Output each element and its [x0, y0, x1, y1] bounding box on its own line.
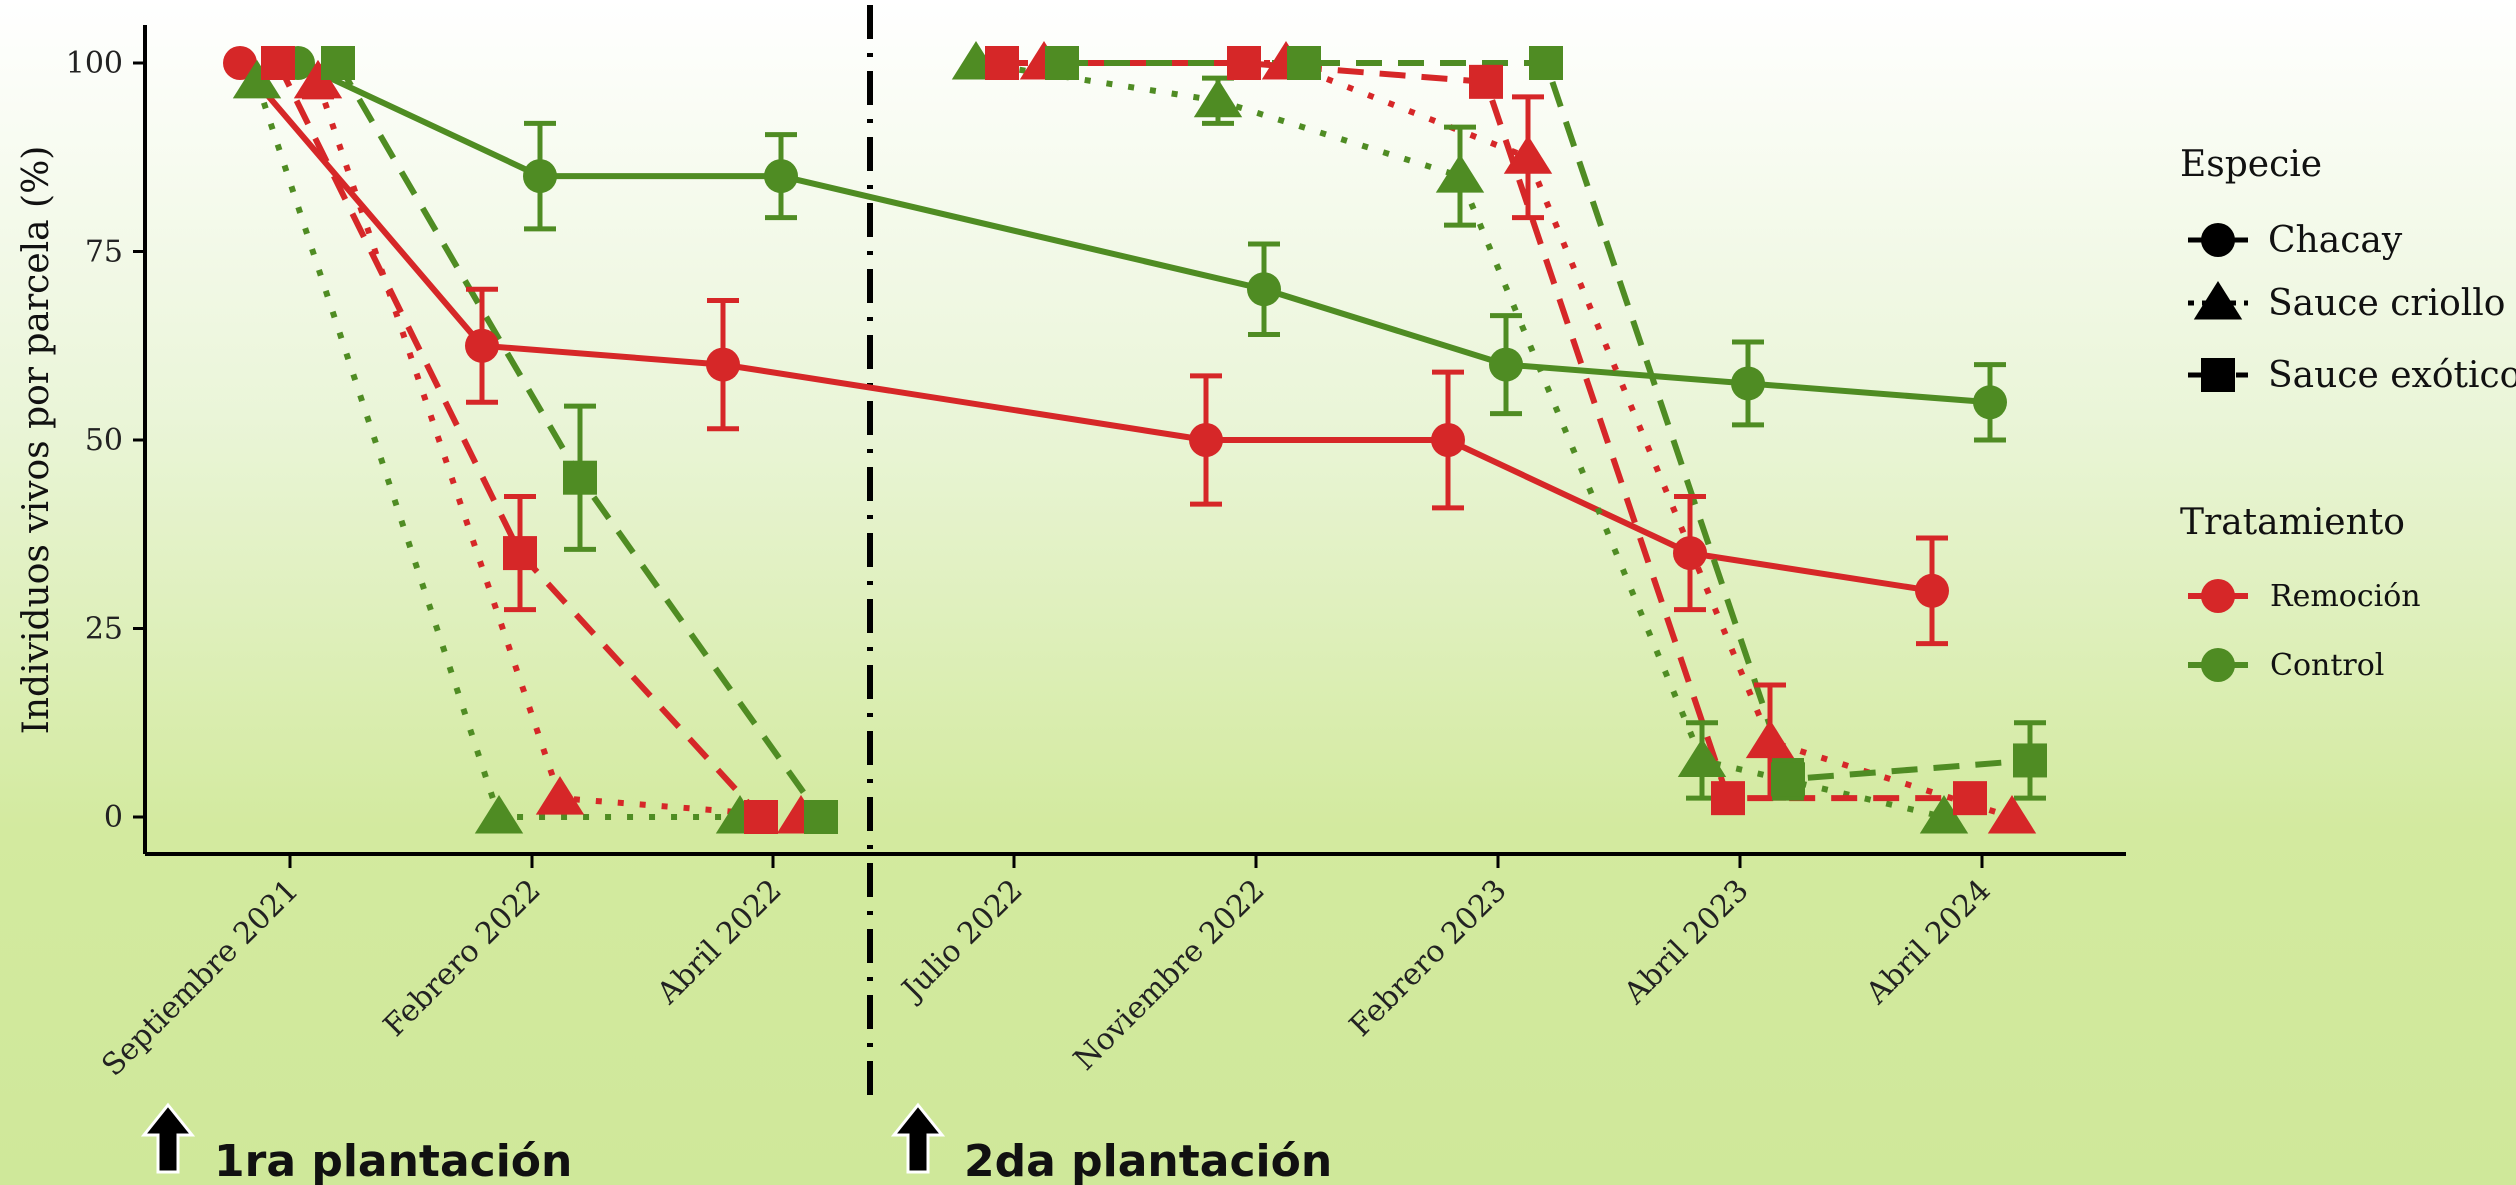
point-sauce-criollo-control	[232, 59, 282, 99]
legend-label-control: Control	[2270, 648, 2384, 683]
up-arrow-icon	[140, 1102, 196, 1174]
point-chacay-remocion	[1189, 423, 1223, 457]
point-sauce-criollo-remocion	[1503, 135, 1553, 174]
legend-key-square	[2201, 358, 2235, 392]
x-tick-label: Abril 2023	[1617, 873, 1756, 1012]
point-sauce-exotico-control	[2013, 743, 2047, 778]
point-chacay-remocion	[223, 46, 257, 80]
point-chacay-remocion	[706, 347, 740, 382]
point-sauce-exotico-control	[1771, 762, 1805, 797]
legend-title-especie: Especie	[2180, 144, 2322, 185]
up-arrow-icon	[890, 1102, 946, 1174]
point-sauce-exotico-control	[804, 800, 838, 834]
y-tick-label: 50	[85, 423, 123, 458]
point-sauce-criollo-remocion	[1987, 795, 2037, 834]
point-chacay-control	[1973, 385, 2007, 420]
x-tick-label: Febrero 2023	[1343, 873, 1514, 1044]
point-sauce-criollo-remocion	[293, 59, 343, 99]
legend-label-sauce-exotico: Sauce exótico	[2268, 355, 2516, 396]
annotation-2: 2da plantación	[964, 1136, 1332, 1185]
point-chacay-control	[1489, 347, 1523, 382]
point-sauce-exotico-remocion	[261, 46, 295, 80]
legend: Especie Chacay Sauce criollo Sauce exótico T…	[2180, 144, 2516, 683]
point-chacay-remocion	[1915, 573, 1949, 608]
point-chacay-remocion	[465, 328, 499, 363]
point-sauce-exotico-remocion	[1953, 781, 1987, 816]
planting-annotations: 1ra plantación 2da plantación	[140, 1102, 1332, 1185]
legend-label-sauce-criollo: Sauce criollo	[2268, 283, 2505, 324]
legend-key-circle	[2201, 648, 2235, 682]
series-line-sauce-criollo-control	[254, 80, 740, 820]
point-sauce-exotico-remocion	[744, 800, 778, 834]
legend-label-remocion: Remoción	[2270, 579, 2421, 614]
point-chacay-control	[523, 159, 557, 194]
x-tick-label: Febrero 2022	[377, 873, 548, 1044]
x-tick-label: Abril 2024	[1859, 873, 1998, 1012]
point-chacay-control	[764, 159, 798, 194]
legend-key-triangle	[2193, 281, 2243, 320]
x-tick-label: Abril 2022	[650, 873, 789, 1012]
series-lines	[237, 60, 2031, 820]
x-tick-label: Noviembre 2022	[1067, 873, 1272, 1078]
point-sauce-exotico-remocion	[985, 46, 1019, 80]
legend-key-circle	[2201, 579, 2235, 613]
point-sauce-exotico-control	[1045, 46, 1079, 80]
y-tick-label: 0	[104, 800, 123, 835]
point-sauce-criollo-control	[1919, 795, 1969, 834]
point-sauce-criollo-control	[1435, 154, 1485, 193]
point-sauce-criollo-control	[474, 795, 524, 834]
series-points	[223, 41, 2047, 834]
point-sauce-exotico-control	[1529, 46, 1563, 80]
legend-title-tratamiento: Tratamiento	[2180, 502, 2405, 543]
point-sauce-exotico-remocion	[503, 536, 537, 571]
y-axis-title: Individuos vivos por parcela (%)	[16, 146, 57, 735]
point-sauce-exotico-remocion	[1227, 46, 1261, 80]
point-sauce-exotico-control	[563, 460, 597, 495]
point-chacay-control	[1731, 366, 1765, 401]
legend-key-circle	[2201, 223, 2235, 257]
point-sauce-exotico-remocion	[1711, 781, 1745, 816]
y-tick-label: 75	[85, 235, 123, 270]
point-sauce-exotico-control	[1287, 46, 1321, 80]
annotation-1: 1ra plantación	[214, 1136, 572, 1185]
point-sauce-criollo-control	[1677, 738, 1727, 777]
point-chacay-remocion	[1431, 423, 1465, 457]
y-tick-label: 25	[85, 612, 123, 647]
point-sauce-criollo-remocion	[535, 776, 585, 815]
point-chacay-remocion	[1673, 536, 1707, 571]
series-line-sauce-criollo-remocion	[315, 80, 802, 820]
point-chacay-control	[1247, 272, 1281, 307]
legend-label-chacay: Chacay	[2268, 220, 2403, 261]
x-tick-label: Septiembre 2021	[95, 873, 305, 1083]
point-sauce-exotico-control	[321, 46, 355, 80]
point-sauce-criollo-remocion	[1745, 719, 1795, 759]
point-sauce-exotico-remocion	[1469, 64, 1503, 99]
y-tick-label: 100	[66, 46, 123, 81]
x-tick-label: Julio 2022	[894, 873, 1030, 1009]
point-sauce-criollo-control	[1193, 78, 1243, 118]
